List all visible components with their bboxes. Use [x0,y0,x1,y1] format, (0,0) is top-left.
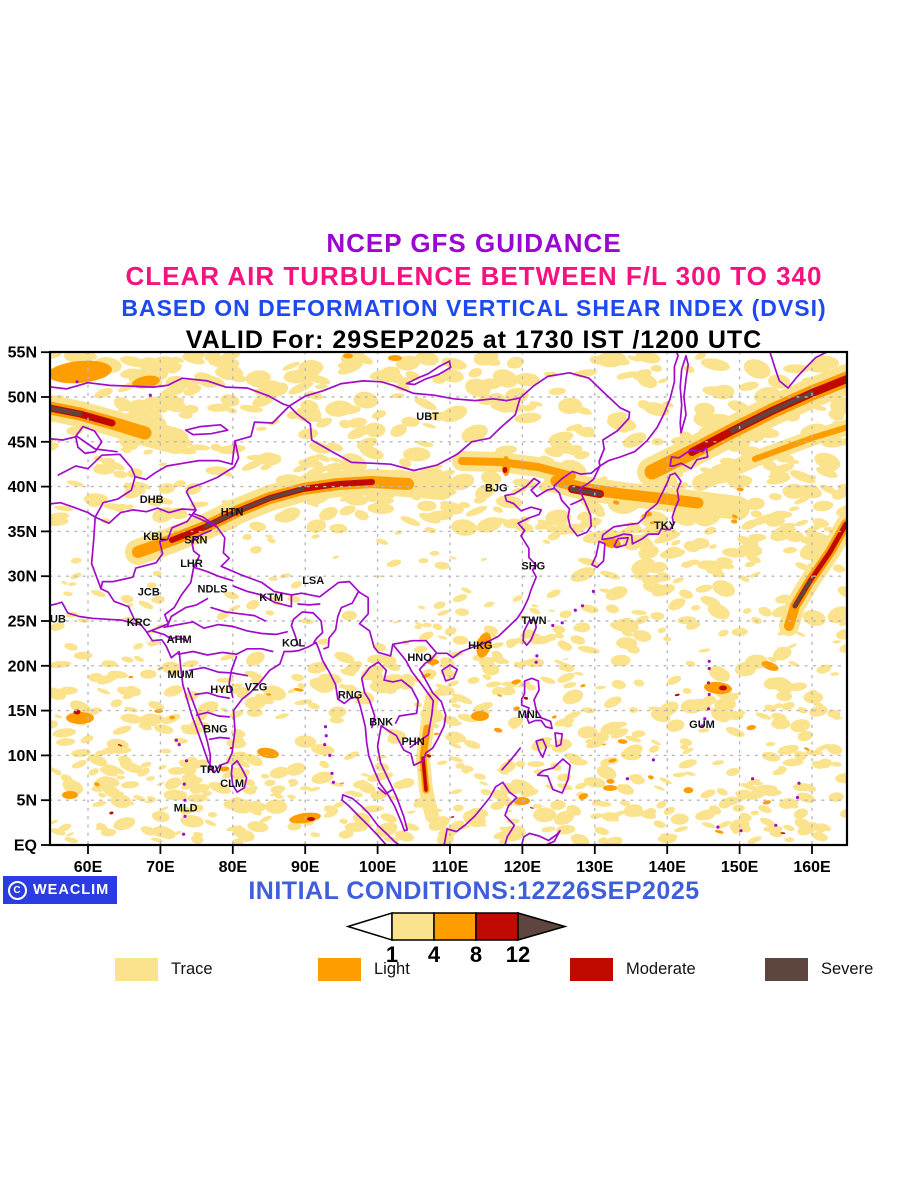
lat-label: 30N [8,569,37,586]
lon-label: 140E [649,859,687,876]
lat-label: 5N [17,793,37,810]
city-label-gum: GUM [689,719,715,731]
title-valid-time: VALID For: 29SEP2025 at 1730 IST /1200 U… [185,326,763,354]
lat-label: 45N [8,434,37,451]
lat-label: EQ [14,838,37,855]
lat-label: 20N [8,658,37,675]
lat-label: 15N [8,703,37,720]
trace-label: Trace [171,960,213,978]
city-label-tky: TKY [654,520,677,532]
copyright-icon: C [8,880,27,900]
lon-label: 150E [721,859,759,876]
city-label-hyd: HYD [210,684,233,696]
city-label-kbl: KBL [143,531,166,543]
title-model: NCEP GFS GUIDANCE [326,228,622,258]
city-label-lhr: LHR [180,558,203,570]
lon-label: 70E [146,859,175,876]
title-method: BASED ON DEFORMATION VERTICAL SHEAR INDE… [121,295,827,321]
city-label-mld: MLD [174,802,198,814]
city-label-ktm: KTM [259,592,283,604]
city-label-jcb: JCB [138,586,160,598]
legend-item-trace: Trace [115,958,213,981]
lon-label: 120E [504,859,542,876]
city-label-mnl: MNL [518,709,542,721]
city-label-ubt: UBT [416,411,439,423]
scale-right-arrow [517,912,568,941]
island-dots [75,380,801,836]
lat-label: 40N [8,479,37,496]
initial-conditions-label: INITIAL CONDITIONS:12Z26SEP2025 [248,877,700,905]
city-label-hkg: HKG [468,640,492,652]
lon-label: 160E [793,859,831,876]
severe-swatch [765,958,808,981]
city-label-krc: KRC [127,617,151,629]
city-label-dub: DUB [42,613,66,625]
severe-label: Severe [821,960,874,978]
scale-tick-label: 12 [506,942,530,967]
lon-label: 80E [219,859,248,876]
city-label-trv: TRV [200,764,222,776]
city-label-mum: MUM [168,669,194,681]
map-frame [48,350,849,847]
lat-label: 10N [8,748,37,765]
city-label-bjg: BJG [485,483,508,495]
logo-text: WEACLIM [33,882,110,898]
color-scale: 1 4 8 12 [345,911,568,967]
city-label-bng: BNG [203,724,227,736]
lon-label: 100E [359,859,397,876]
lat-label: 50N [8,390,37,407]
lon-label: 90E [291,859,320,876]
city-label-dhb: DHB [140,494,164,506]
light-swatch [318,958,361,981]
weaclim-logo: C WEACLIM [3,876,118,904]
city-label-rng: RNG [338,690,362,702]
title-product: CLEAR AIR TURBULENCE BETWEEN F/L 300 TO … [125,261,823,291]
turbulence-field [50,352,847,845]
lat-label: 25N [8,614,37,631]
lon-label: 130E [576,859,614,876]
legend-item-moderate: Moderate [570,958,696,981]
city-label-clm: CLM [220,778,244,790]
scale-box [433,912,477,941]
moderate-swatch [570,958,613,981]
city-label-phn: PHN [401,736,424,748]
city-label-shg: SHG [521,560,545,572]
scale-tick-label: 1 [386,942,398,967]
trace-swatch [115,958,158,981]
scale-box [391,912,435,941]
city-label-ahm: AHM [167,634,192,646]
scale-tick-label: 8 [470,942,482,967]
lat-label: 35N [8,524,37,541]
lon-label: 60E [74,859,103,876]
coastlines-and-borders [50,352,828,845]
scale-tick-label: 4 [428,942,441,967]
city-label-hno: HNO [407,652,432,664]
city-label-ndls: NDLS [198,584,228,596]
city-label-srn: SRN [184,535,207,547]
moderate-label: Moderate [626,960,696,978]
light-label: Light [374,960,410,978]
lon-label: 110E [432,859,469,876]
lat-label: 55N [8,345,37,362]
legend-item-severe: Severe [765,958,873,981]
city-label-htn: HTN [221,507,244,519]
axis-labels: EQ 5N 10N 15N 20N 25N 30N 35N 40N 45N 50N 55N 60E 70E… [8,345,831,876]
legend-item-light: Light [318,958,410,981]
city-label-twn: TWN [521,615,546,627]
city-labels: DHB HTN KBL SRN LHR JCB NDLS KTM LSA DUB KRC AHM KOL… [42,411,715,815]
scale-left-arrow [345,911,393,942]
scale-box [475,912,519,941]
city-label-vzg: VZG [245,681,268,693]
city-label-lsa: LSA [302,575,324,587]
city-label-kol: KOL [282,638,306,650]
city-label-bnk: BNK [369,716,393,728]
map-area: DHB HTN KBL SRN LHR JCB NDLS KTM LSA DUB KRC AHM KOL… [42,352,847,845]
